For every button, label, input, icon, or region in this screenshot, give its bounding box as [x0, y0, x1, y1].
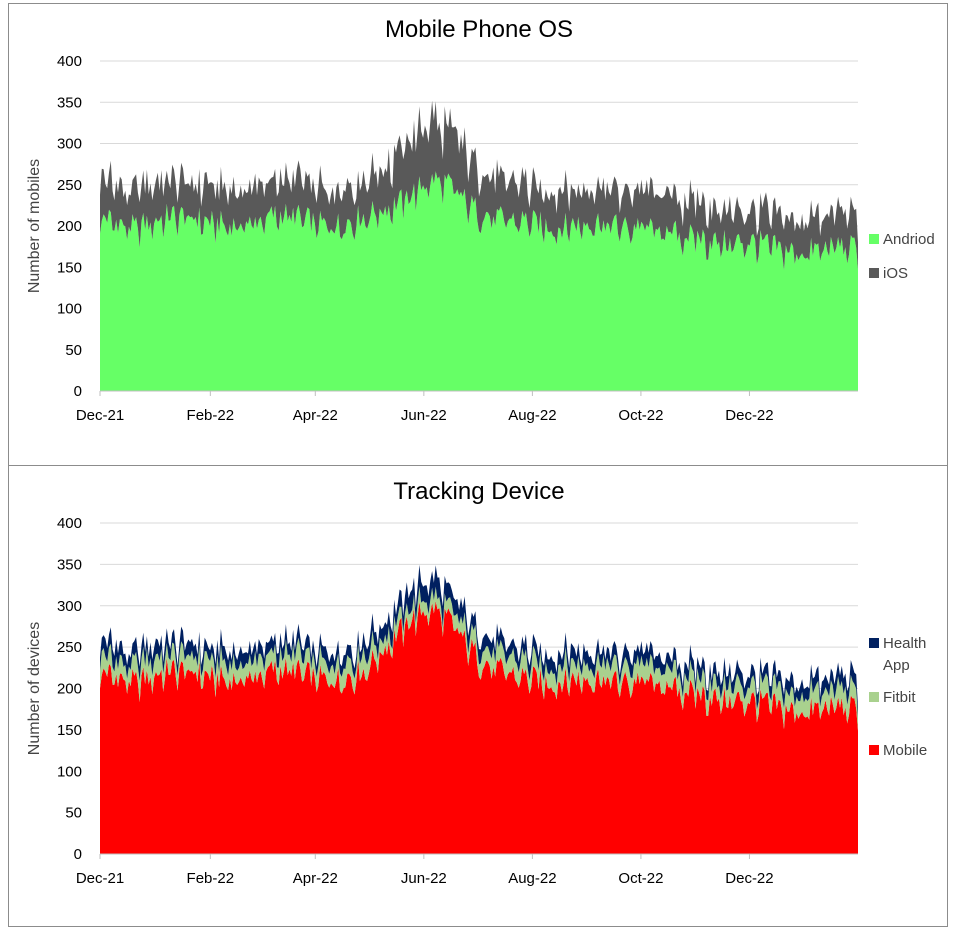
area-series-mobile [100, 601, 858, 854]
x-tick-label-oct-22: Oct-22 [618, 870, 663, 887]
y-axis-label: Number of devices [26, 622, 43, 755]
x-tick-label-jun-22: Jun-22 [401, 407, 447, 424]
y-tick-label-150: 150 [57, 722, 82, 739]
x-tick-label-dec-21: Dec-21 [76, 870, 124, 887]
chart-panel-mobile-os: Mobile Phone OS 0 50 100 150 200 250 300 350 400 N… [8, 3, 948, 466]
x-tick-label-feb-22: Feb-22 [187, 407, 235, 424]
x-tick-label-aug-22: Aug-22 [508, 870, 556, 887]
area-series-andriod [100, 171, 858, 391]
y-tick-label-350: 350 [57, 556, 82, 573]
area-series-ios [100, 100, 858, 271]
y-tick-label-300: 300 [57, 136, 82, 153]
legend-label-fitbit: Fitbit [883, 689, 916, 706]
chart-panel-tracking-device: Tracking Device 0 50 100 150 200 250 300 350 400 N… [8, 465, 948, 927]
y-tick-label-350: 350 [57, 94, 82, 111]
y-tick-label-200: 200 [57, 218, 82, 235]
legend-swatch-mobile [869, 745, 879, 755]
x-tick-label-apr-22: Apr-22 [293, 870, 338, 887]
x-tick-label-feb-22: Feb-22 [187, 870, 235, 887]
y-tick-label-100: 100 [57, 763, 82, 780]
x-tick-label-jun-22: Jun-22 [401, 870, 447, 887]
x-tick-label-dec-22: Dec-22 [725, 870, 773, 887]
legend-label-andriod: Andriod [883, 231, 935, 248]
chart-mobile-os: Mobile Phone OS 0 50 100 150 200 250 300 350 400 N… [26, 16, 935, 424]
y-axis-label: Number of mobiles [26, 159, 43, 293]
y-tick-label-250: 250 [57, 639, 82, 656]
chart-tracking-device: Tracking Device 0 50 100 150 200 250 300 350 400 N… [26, 478, 927, 887]
y-tick-label-150: 150 [57, 259, 82, 276]
y-tick-label-200: 200 [57, 681, 82, 698]
x-tick-label-dec-21: Dec-21 [76, 407, 124, 424]
x-tick-label-apr-22: Apr-22 [293, 407, 338, 424]
y-tick-label-50: 50 [65, 342, 82, 359]
x-tick-label-dec-22: Dec-22 [725, 407, 773, 424]
legend-swatch-fitbit [869, 692, 879, 702]
x-tick-label-aug-22: Aug-22 [508, 407, 556, 424]
y-tick-label-400: 400 [57, 515, 82, 532]
legend-swatch-andriod [869, 234, 879, 244]
legend-label-mobile: Mobile [883, 742, 927, 759]
legend-swatch-health-app [869, 638, 879, 648]
legend-swatch-ios [869, 268, 879, 278]
y-tick-label-50: 50 [65, 805, 82, 822]
legend-label-health-app: Health App [883, 635, 926, 674]
chart-title: Tracking Device [393, 478, 564, 505]
y-tick-label-250: 250 [57, 177, 82, 194]
y-tick-label-0: 0 [74, 846, 82, 863]
chart-title: Mobile Phone OS [385, 16, 573, 43]
y-tick-label-300: 300 [57, 598, 82, 615]
y-tick-label-0: 0 [74, 383, 82, 400]
y-tick-label-100: 100 [57, 301, 82, 318]
y-tick-label-400: 400 [57, 53, 82, 70]
x-tick-label-oct-22: Oct-22 [618, 407, 663, 424]
legend-label-ios: iOS [883, 265, 908, 282]
